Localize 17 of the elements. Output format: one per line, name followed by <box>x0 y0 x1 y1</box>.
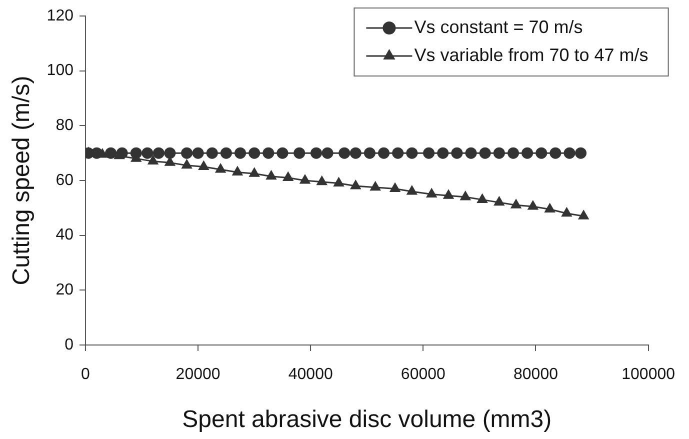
x-tick-label: 20000 <box>176 366 220 384</box>
legend-label: Vs variable from 70 to 47 m/s <box>414 44 648 65</box>
x-tick-label: 80000 <box>513 366 558 384</box>
y-tick-label: 20 <box>56 282 74 299</box>
legend-label: Vs constant = 70 m/s <box>414 16 583 37</box>
x-tick-label: 40000 <box>288 366 333 384</box>
y-tick-label: 120 <box>46 7 74 24</box>
y-tick-label: 100 <box>46 62 74 80</box>
y-axis-title: Cutting speed (m/s) <box>8 76 36 286</box>
x-tick-label: 0 <box>81 366 90 384</box>
y-tick-label: 40 <box>56 226 74 244</box>
x-tick-label: 100000 <box>622 366 676 384</box>
y-tick-label: 0 <box>64 336 74 354</box>
x-axis-title: Spent abrasive disc volume (mm3) <box>182 406 552 434</box>
y-tick-label: 80 <box>56 117 74 134</box>
y-tick-label: 60 <box>56 172 74 189</box>
x-tick-label: 60000 <box>400 366 446 384</box>
